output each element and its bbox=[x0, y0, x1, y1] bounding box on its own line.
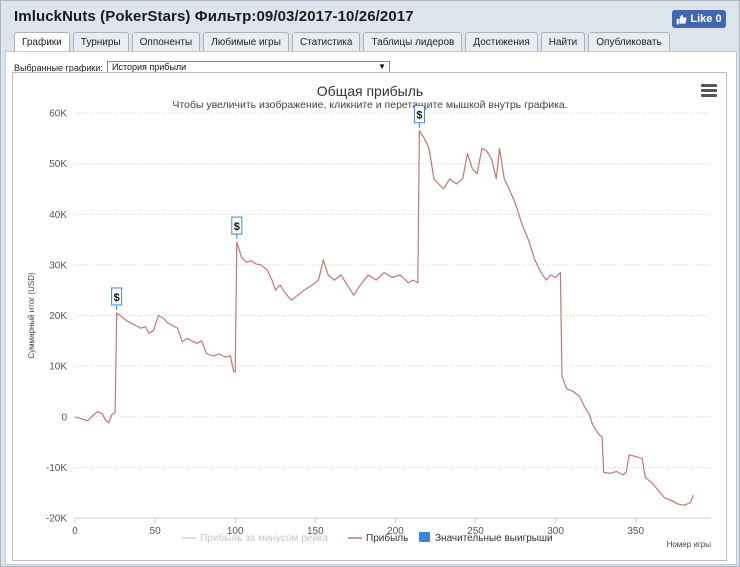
y-tick-label: 10K bbox=[49, 362, 67, 373]
tab-leaderboards[interactable]: Таблицы лидеров bbox=[363, 32, 463, 51]
legend-big-wins-label: Значительные выигрыши bbox=[435, 533, 553, 544]
facebook-like-button[interactable]: Like 0 bbox=[672, 10, 726, 28]
tab-opponents[interactable]: Оппоненты bbox=[131, 32, 201, 51]
x-tick-label: 350 bbox=[627, 526, 644, 537]
tab-publish[interactable]: Опубликовать bbox=[588, 32, 670, 51]
y-tick-label: -10K bbox=[46, 463, 67, 474]
x-tick-label: 300 bbox=[547, 526, 564, 537]
y-tick-label: 40K bbox=[49, 210, 67, 221]
y-tick-label: 60K bbox=[49, 109, 67, 120]
tab-statistics[interactable]: Статистика bbox=[291, 32, 361, 51]
y-tick-label: 20K bbox=[49, 311, 67, 322]
tab-bar: Графики Турниры Оппоненты Любимые игры С… bbox=[14, 32, 670, 52]
profit-chart[interactable]: Общая прибыль Чтобы увеличить изображение… bbox=[12, 72, 727, 561]
x-tick-label: 0 bbox=[72, 526, 78, 537]
big-win-flag-label: $ bbox=[114, 292, 120, 304]
x-axis-label: Номер игры bbox=[667, 540, 712, 549]
big-win-flag bbox=[231, 216, 243, 235]
x-tick-label: 50 bbox=[150, 526, 162, 537]
thumbs-up-icon bbox=[677, 14, 687, 24]
y-tick-label: -20K bbox=[46, 514, 67, 525]
big-win-flag-label: $ bbox=[416, 110, 422, 122]
chart-subtitle: Чтобы увеличить изображение, кликните и … bbox=[172, 99, 567, 111]
y-axis-label: Суммарный итог (USD) bbox=[27, 272, 36, 359]
x-tick-label: 150 bbox=[307, 526, 324, 537]
hamburger-menu-icon[interactable] bbox=[701, 84, 717, 98]
x-tick-label: 100 bbox=[227, 526, 244, 537]
big-win-flag bbox=[111, 287, 123, 306]
window-title: ImluckNuts (PokerStars) Фильтр:09/03/201… bbox=[14, 8, 414, 25]
x-tick-label: 250 bbox=[467, 526, 484, 537]
tab-tournaments[interactable]: Турниры bbox=[72, 32, 129, 51]
y-tick-label: 30K bbox=[49, 260, 67, 271]
big-win-flag bbox=[413, 105, 425, 124]
big-win-flag-label: $ bbox=[234, 221, 240, 233]
profit-series-line bbox=[74, 130, 694, 506]
like-button-label: Like 0 bbox=[690, 13, 722, 25]
legend-net-profit-label: Прибыль за минусом рейка bbox=[200, 532, 329, 544]
y-tick-label: 0 bbox=[61, 412, 67, 423]
tab-find[interactable]: Найти bbox=[540, 32, 586, 51]
graph-selector-label: Выбранные графики: bbox=[14, 63, 103, 73]
x-tick-label: 200 bbox=[387, 526, 404, 537]
tab-achievements[interactable]: Достижения bbox=[465, 32, 538, 51]
tab-graphs[interactable]: Графики bbox=[14, 32, 70, 52]
graph-selector-value: История прибыли bbox=[112, 62, 187, 72]
tab-favorite-games[interactable]: Любимые игры bbox=[203, 32, 289, 51]
legend-profit-label: Прибыль bbox=[366, 532, 408, 544]
chart-title: Общая прибыль bbox=[317, 83, 423, 99]
dropdown-arrow-icon: ▼ bbox=[378, 62, 386, 71]
legend-big-wins-swatch bbox=[419, 532, 430, 542]
y-tick-label: 50K bbox=[49, 159, 67, 170]
